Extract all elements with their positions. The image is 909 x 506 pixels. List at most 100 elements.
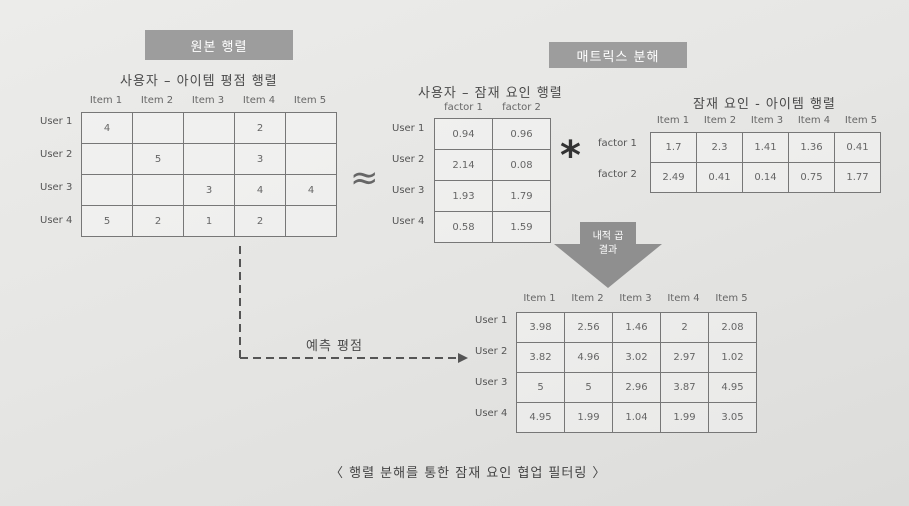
matrix-cell: 0.08 bbox=[492, 149, 551, 181]
prediction-label: 예측 평점 bbox=[306, 339, 363, 354]
matrix-cell: 5 bbox=[81, 205, 133, 237]
matrix-cell: 1.77 bbox=[834, 162, 881, 193]
table-row: 5 5 2.96 3.87 4.95 bbox=[516, 372, 757, 403]
p-row-header: User 2 bbox=[475, 346, 508, 357]
matrix-cell: 4 bbox=[81, 112, 133, 144]
matrix-cell: 3.05 bbox=[708, 402, 757, 433]
v-col-header: Item 4 bbox=[797, 115, 831, 126]
m1-col-header: Item 1 bbox=[89, 95, 123, 106]
matrix-cell: 2.56 bbox=[564, 312, 613, 343]
matrix-cell: 1.04 bbox=[612, 402, 661, 433]
figure-caption: 〈 행렬 분해를 통한 잠재 요인 협업 필터링 〉 bbox=[330, 466, 607, 481]
original-matrix-banner: 원본 행렬 bbox=[145, 30, 293, 60]
matrix-cell: 2 bbox=[234, 205, 286, 237]
v-col-header: Item 1 bbox=[656, 115, 690, 126]
matrix-cell: 5 bbox=[564, 372, 613, 403]
m1-col-header: Item 4 bbox=[242, 95, 276, 106]
matrix-cell bbox=[285, 205, 337, 237]
matrix-cell bbox=[285, 143, 337, 175]
v-row-header: factor 1 bbox=[598, 138, 637, 149]
matrix-cell: 1.59 bbox=[492, 211, 551, 243]
predicted-rating-matrix: 3.98 2.56 1.46 2 2.08 3.82 4.96 3.02 2.9… bbox=[516, 312, 757, 433]
original-matrix-title: 사용자 – 아이템 평점 행렬 bbox=[120, 74, 278, 89]
m1-col-header: Item 5 bbox=[293, 95, 327, 106]
matrix-cell: 1.99 bbox=[660, 402, 709, 433]
p-row-header: User 3 bbox=[475, 377, 508, 388]
p-row-header: User 1 bbox=[475, 315, 508, 326]
dot-product-label: 내적 곱 결과 bbox=[575, 230, 641, 258]
matrix-cell: 4.95 bbox=[708, 372, 757, 403]
matrix-cell: 3.02 bbox=[612, 342, 661, 373]
matrix-cell bbox=[285, 112, 337, 144]
u-col-header: factor 1 bbox=[444, 102, 483, 113]
v-col-header: Item 2 bbox=[703, 115, 737, 126]
matrix-cell: 3.87 bbox=[660, 372, 709, 403]
v-row-header: factor 2 bbox=[598, 169, 637, 180]
matrix-cell: 0.96 bbox=[492, 118, 551, 150]
matrix-cell: 3 bbox=[183, 174, 235, 206]
matrix-cell: 5 bbox=[132, 143, 184, 175]
matrix-factorization-banner: 매트릭스 분해 bbox=[549, 42, 687, 68]
u-row-header: User 4 bbox=[392, 216, 425, 227]
table-row: 1.7 2.3 1.41 1.36 0.41 bbox=[650, 132, 881, 163]
m1-row-header: User 4 bbox=[40, 215, 73, 226]
matrix-cell: 1 bbox=[183, 205, 235, 237]
matrix-cell: 3.98 bbox=[516, 312, 565, 343]
p-col-header: Item 2 bbox=[571, 293, 604, 304]
v-col-header: Item 3 bbox=[750, 115, 784, 126]
matrix-cell: 1.7 bbox=[650, 132, 697, 163]
dot-product-label-line2: 결과 bbox=[598, 245, 618, 256]
matrix-cell: 1.93 bbox=[434, 180, 493, 212]
user-factor-title: 사용자 – 잠재 요인 행렬 bbox=[418, 86, 563, 101]
table-row: 0.94 0.96 bbox=[434, 118, 551, 150]
matrix-cell: 2.3 bbox=[696, 132, 743, 163]
matrix-cell bbox=[183, 143, 235, 175]
table-row: 2.49 0.41 0.14 0.75 1.77 bbox=[650, 162, 881, 193]
matrix-cell: 2 bbox=[660, 312, 709, 343]
u-row-header: User 3 bbox=[392, 185, 425, 196]
multiply-symbol: * bbox=[560, 133, 581, 179]
p-col-header: Item 3 bbox=[619, 293, 652, 304]
original-rating-matrix: 4 2 5 3 3 4 4 5 2 1 2 bbox=[81, 112, 337, 237]
m1-row-header: User 1 bbox=[40, 116, 73, 127]
table-row: 2.14 0.08 bbox=[434, 149, 551, 181]
table-row: 5 2 1 2 bbox=[81, 205, 337, 237]
matrix-cell: 4 bbox=[234, 174, 286, 206]
matrix-cell: 4 bbox=[285, 174, 337, 206]
matrix-cell: 0.41 bbox=[834, 132, 881, 163]
matrix-cell bbox=[183, 112, 235, 144]
p-col-header: Item 4 bbox=[667, 293, 700, 304]
matrix-cell: 1.36 bbox=[788, 132, 835, 163]
p-row-header: User 4 bbox=[475, 408, 508, 419]
p-col-header: Item 1 bbox=[523, 293, 556, 304]
matrix-cell: 2 bbox=[132, 205, 184, 237]
matrix-cell: 2 bbox=[234, 112, 286, 144]
matrix-cell: 3.82 bbox=[516, 342, 565, 373]
matrix-cell: 5 bbox=[516, 372, 565, 403]
table-row: 4.95 1.99 1.04 1.99 3.05 bbox=[516, 402, 757, 433]
approx-symbol: ≈ bbox=[350, 158, 379, 198]
u-row-header: User 1 bbox=[392, 123, 425, 134]
matrix-cell: 2.96 bbox=[612, 372, 661, 403]
dot-product-label-line1: 내적 곱 bbox=[592, 231, 624, 242]
matrix-cell: 0.14 bbox=[742, 162, 789, 193]
table-row: 3.82 4.96 3.02 2.97 1.02 bbox=[516, 342, 757, 373]
matrix-cell: 4.95 bbox=[516, 402, 565, 433]
table-row: 3 4 4 bbox=[81, 174, 337, 206]
table-row: 3.98 2.56 1.46 2 2.08 bbox=[516, 312, 757, 343]
factor-item-matrix: 1.7 2.3 1.41 1.36 0.41 2.49 0.41 0.14 0.… bbox=[650, 132, 881, 193]
user-factor-matrix: 0.94 0.96 2.14 0.08 1.93 1.79 0.58 1.59 bbox=[434, 118, 551, 243]
matrix-cell: 1.46 bbox=[612, 312, 661, 343]
matrix-cell: 1.41 bbox=[742, 132, 789, 163]
matrix-cell: 4.96 bbox=[564, 342, 613, 373]
matrix-cell: 0.75 bbox=[788, 162, 835, 193]
matrix-cell: 2.97 bbox=[660, 342, 709, 373]
matrix-cell: 1.02 bbox=[708, 342, 757, 373]
m1-row-header: User 3 bbox=[40, 182, 73, 193]
matrix-cell: 0.94 bbox=[434, 118, 493, 150]
u-col-header: factor 2 bbox=[502, 102, 541, 113]
m1-row-header: User 2 bbox=[40, 149, 73, 160]
matrix-cell: 1.99 bbox=[564, 402, 613, 433]
m1-col-header: Item 3 bbox=[191, 95, 225, 106]
